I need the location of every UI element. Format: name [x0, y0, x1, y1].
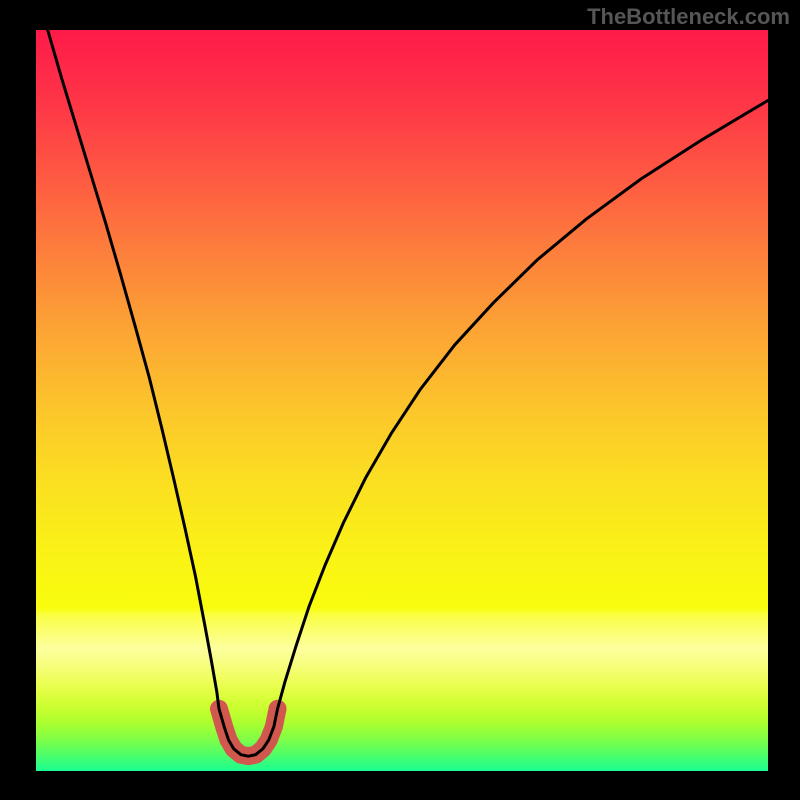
gradient-background [36, 30, 768, 771]
watermark-label: TheBottleneck.com [587, 4, 790, 30]
plot-svg [36, 30, 768, 771]
plot-area [36, 30, 768, 771]
chart-container: TheBottleneck.com [0, 0, 800, 800]
